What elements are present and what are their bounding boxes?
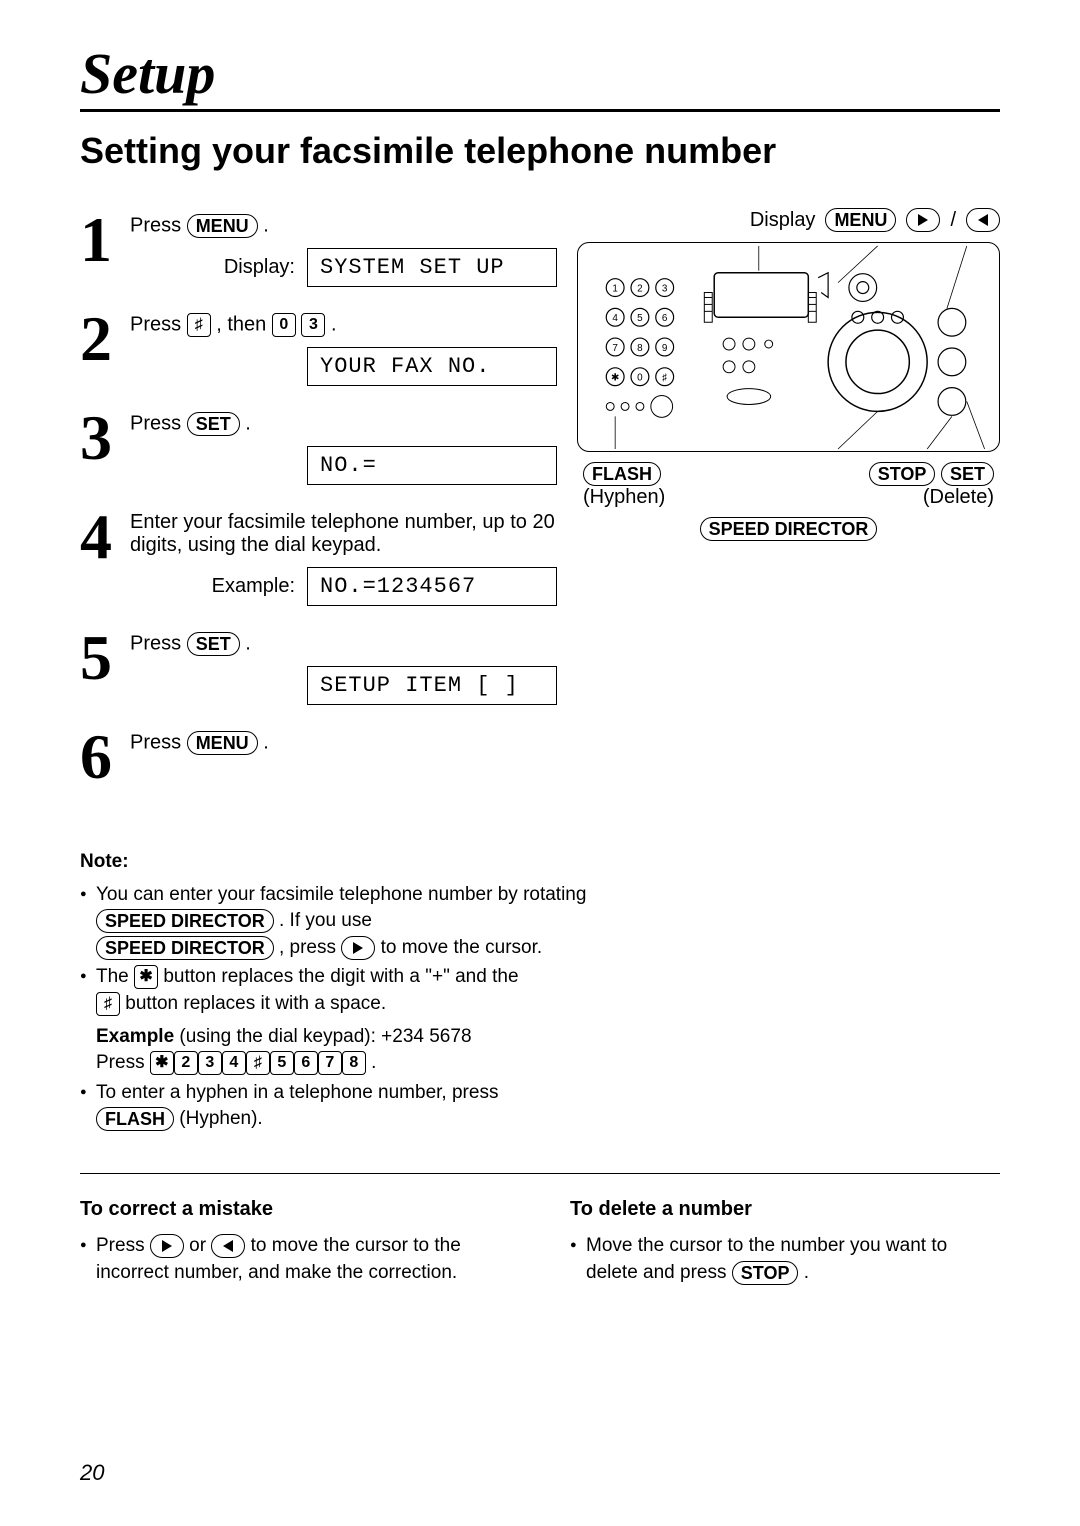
note-item: To enter a hyphen in a telephone number,… [80, 1080, 614, 1133]
two-key[interactable]: 2 [174, 1051, 198, 1075]
text: Press [130, 632, 181, 654]
speed-director-button[interactable]: SPEED DIRECTOR [700, 517, 878, 541]
six-key[interactable]: 6 [294, 1051, 318, 1075]
svg-text:6: 6 [662, 313, 668, 324]
device-column: Display MENU / 1 2 3 4 5 6 [577, 208, 1000, 799]
note-item: The ✱ button replaces the digit with a "… [80, 964, 614, 1017]
delete-label: (Delete) [923, 486, 994, 508]
four-key[interactable]: 4 [222, 1051, 246, 1075]
flash-button[interactable]: FLASH [583, 462, 661, 486]
left-arrow-button[interactable] [966, 208, 1000, 232]
note-title: Note: [80, 849, 614, 876]
subsection-title: To delete a number [570, 1198, 1000, 1221]
step-number: 2 [80, 307, 130, 371]
text: Press [130, 214, 181, 236]
svg-text:7: 7 [612, 343, 618, 354]
step-number: 5 [80, 626, 130, 690]
list-item: Move the cursor to the number you want t… [570, 1233, 1000, 1286]
right-arrow-button[interactable] [150, 1234, 184, 1258]
hash-key[interactable]: ♯ [246, 1051, 270, 1075]
slash: / [950, 209, 956, 232]
text: , then [216, 313, 266, 335]
left-arrow-button[interactable] [211, 1234, 245, 1258]
step-number: 1 [80, 208, 130, 272]
steps-column: 1 Press MENU . Display: SYSTEM SET UP 2 … [80, 208, 557, 799]
note-item: You can enter your facsimile telephone n… [80, 882, 614, 962]
correct-mistake-block: To correct a mistake Press or to move th… [80, 1198, 510, 1286]
speed-director-button[interactable]: SPEED DIRECTOR [96, 936, 274, 960]
delete-number-block: To delete a number Move the cursor to th… [570, 1198, 1000, 1286]
note-block: Note: You can enter your facsimile telep… [80, 849, 614, 1133]
example-label: Example: [212, 575, 295, 598]
speed-director-button[interactable]: SPEED DIRECTOR [96, 909, 274, 933]
svg-text:0: 0 [637, 373, 643, 384]
step-text: Enter your facsimile telephone number, u… [130, 511, 557, 557]
svg-text:9: 9 [662, 343, 668, 354]
seven-key[interactable]: 7 [318, 1051, 342, 1075]
right-arrow-button[interactable] [341, 936, 375, 960]
svg-text:2: 2 [637, 284, 643, 295]
arrow-right-icon [159, 1236, 175, 1256]
example-label: Example [96, 1026, 174, 1047]
lcd-display: SETUP ITEM [ ] [307, 666, 557, 705]
svg-text:5: 5 [637, 313, 643, 324]
menu-button[interactable]: MENU [187, 731, 258, 755]
hash-key[interactable]: ♯ [96, 992, 120, 1016]
svg-text:4: 4 [612, 313, 618, 324]
text: Press [130, 731, 181, 753]
arrow-right-icon [915, 210, 931, 230]
svg-text:3: 3 [662, 284, 668, 295]
step-number: 4 [80, 505, 130, 569]
right-arrow-button[interactable] [906, 208, 940, 232]
svg-text:1: 1 [612, 284, 618, 295]
stop-button[interactable]: STOP [732, 1261, 799, 1285]
lcd-display: NO.= [307, 446, 557, 485]
lcd-display: NO.=1234567 [307, 567, 557, 606]
arrow-left-icon [975, 210, 991, 230]
eight-key[interactable]: 8 [342, 1051, 366, 1075]
separator [80, 1173, 1000, 1174]
text: Press [130, 412, 181, 434]
star-key[interactable]: ✱ [134, 965, 158, 989]
stop-button[interactable]: STOP [869, 462, 936, 486]
lcd-display: YOUR FAX NO. [307, 347, 557, 386]
text: Press [130, 313, 181, 335]
subsection-title: To correct a mistake [80, 1198, 510, 1221]
arrow-left-icon [220, 1236, 236, 1256]
hash-key[interactable]: ♯ [187, 313, 211, 337]
device-svg: 1 2 3 4 5 6 7 8 9 ✱ 0 ♯ [578, 243, 999, 451]
example-text: (using the dial keypad): +234 5678 [174, 1026, 471, 1047]
lcd-display: SYSTEM SET UP [307, 248, 557, 287]
svg-text:8: 8 [637, 343, 643, 354]
chapter-title: Setup [80, 40, 1000, 112]
arrow-right-icon [350, 938, 366, 958]
zero-key[interactable]: 0 [272, 313, 296, 337]
list-item: Press or to move the cursor to the incor… [80, 1233, 510, 1286]
menu-button[interactable]: MENU [187, 214, 258, 238]
three-key[interactable]: 3 [301, 313, 325, 337]
display-label: Display: [224, 256, 295, 279]
five-key[interactable]: 5 [270, 1051, 294, 1075]
set-button[interactable]: SET [187, 412, 240, 436]
hyphen-label: (Hyphen) [583, 486, 665, 508]
three-key[interactable]: 3 [198, 1051, 222, 1075]
menu-button[interactable]: MENU [825, 208, 896, 232]
svg-text:♯: ♯ [662, 373, 667, 384]
svg-text:✱: ✱ [611, 373, 619, 384]
section-title: Setting your facsimile telephone number [80, 130, 1000, 172]
step-number: 3 [80, 406, 130, 470]
star-key[interactable]: ✱ [150, 1051, 174, 1075]
device-diagram: 1 2 3 4 5 6 7 8 9 ✱ 0 ♯ [577, 242, 1000, 452]
set-button[interactable]: SET [941, 462, 994, 486]
text: Press [96, 1052, 145, 1073]
display-label: Display [750, 209, 816, 232]
step-number: 6 [80, 725, 130, 789]
page-number: 20 [80, 1460, 104, 1486]
set-button[interactable]: SET [187, 632, 240, 656]
flash-button[interactable]: FLASH [96, 1107, 174, 1131]
